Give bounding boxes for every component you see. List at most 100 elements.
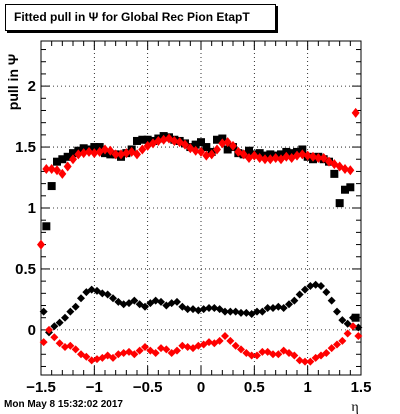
data-point-circle bbox=[39, 338, 48, 347]
data-point-square bbox=[213, 135, 221, 144]
data-point-diamond bbox=[261, 154, 269, 165]
data-point-circle bbox=[162, 345, 171, 354]
data-point-diamond bbox=[133, 149, 141, 160]
data-point-circle bbox=[253, 351, 261, 360]
data-point-circle bbox=[141, 342, 149, 351]
data-point-circle bbox=[290, 351, 299, 360]
x-tick-label: 0 bbox=[197, 379, 205, 396]
data-point-circle bbox=[130, 296, 139, 305]
data-point-diamond bbox=[69, 154, 77, 165]
data-point-diamond bbox=[159, 134, 168, 145]
data-point-diamond bbox=[250, 150, 259, 161]
data-point-diamond bbox=[90, 148, 99, 159]
data-point-circle bbox=[71, 345, 80, 354]
data-point-circle bbox=[109, 353, 117, 362]
data-point-diamond bbox=[122, 148, 131, 159]
y-axis-label: pull in Ψ bbox=[5, 54, 21, 110]
data-point-square bbox=[341, 185, 349, 194]
data-point-circle bbox=[237, 308, 245, 317]
data-point-circle bbox=[290, 296, 299, 305]
data-point-circle bbox=[306, 282, 315, 291]
data-point-circle bbox=[39, 307, 48, 316]
data-point-square bbox=[202, 143, 211, 152]
data-point-circle bbox=[82, 352, 91, 361]
data-point-circle bbox=[247, 351, 256, 360]
data-point-diamond bbox=[271, 153, 280, 164]
data-point-circle bbox=[119, 300, 128, 309]
data-point-circle bbox=[269, 303, 277, 312]
data-point-circle bbox=[226, 307, 235, 316]
data-point-circle bbox=[221, 331, 229, 340]
data-point-circle bbox=[50, 333, 59, 342]
data-point-diamond bbox=[282, 151, 291, 162]
data-point-square bbox=[69, 149, 77, 158]
data-point-circle bbox=[269, 350, 277, 359]
data-point-circle bbox=[87, 356, 96, 365]
data-point-circle bbox=[285, 300, 293, 309]
data-point-diamond bbox=[63, 161, 72, 172]
data-point-diamond bbox=[117, 149, 125, 160]
data-point-circle bbox=[55, 318, 64, 327]
data-point-circle bbox=[199, 305, 208, 314]
data-point-circle bbox=[93, 355, 101, 364]
data-point-circle bbox=[317, 282, 325, 291]
data-point-circle bbox=[253, 307, 261, 316]
data-point-square bbox=[90, 143, 99, 152]
data-point-circle bbox=[231, 341, 240, 350]
data-point-diamond bbox=[266, 154, 275, 165]
data-point-circle bbox=[258, 347, 267, 356]
data-point-diamond bbox=[341, 163, 349, 174]
data-point-diamond bbox=[218, 138, 227, 149]
x-tick-label: −0.5 bbox=[133, 379, 163, 396]
data-point-square bbox=[223, 145, 232, 154]
data-point-circle bbox=[66, 307, 75, 316]
data-point-square bbox=[346, 183, 355, 192]
data-point-diamond bbox=[202, 150, 211, 161]
data-point-circle bbox=[333, 340, 341, 349]
data-point-circle bbox=[119, 349, 128, 358]
timestamp: Mon May 8 15:32:02 2017 bbox=[4, 399, 123, 410]
data-point-square bbox=[138, 135, 147, 144]
data-point-circle bbox=[135, 346, 144, 355]
data-point-circle bbox=[215, 336, 224, 345]
data-point-diamond bbox=[197, 146, 205, 157]
x-axis-label: η bbox=[351, 400, 358, 414]
y-tick-label: 0 bbox=[28, 322, 36, 339]
data-point-circle bbox=[295, 290, 304, 299]
x-tick-label: −1 bbox=[86, 379, 103, 396]
data-point-diamond bbox=[106, 145, 115, 156]
data-point-diamond bbox=[42, 163, 51, 174]
y-tick-label: 1.5 bbox=[15, 139, 36, 156]
data-point-circle bbox=[178, 341, 187, 350]
data-point-diamond bbox=[346, 165, 355, 176]
chart-title: Fitted pull in Ψ for Global Rec Pion Eta… bbox=[5, 4, 276, 31]
data-point-diamond bbox=[101, 144, 109, 155]
data-point-circle bbox=[194, 341, 203, 350]
data-point-diamond bbox=[207, 149, 216, 160]
data-point-circle bbox=[194, 306, 203, 315]
data-point-diamond bbox=[255, 153, 264, 164]
data-point-circle bbox=[263, 303, 272, 312]
data-point-circle bbox=[66, 341, 75, 350]
data-point-circle bbox=[258, 307, 267, 316]
data-point-circle bbox=[338, 336, 347, 345]
data-point-circle bbox=[343, 329, 352, 338]
data-point-diamond bbox=[319, 153, 328, 164]
data-point-circle bbox=[338, 316, 347, 325]
data-point-circle bbox=[301, 285, 309, 294]
data-point-circle bbox=[183, 342, 192, 351]
data-point-diamond bbox=[74, 149, 83, 160]
data-point-circle bbox=[173, 346, 181, 355]
data-point-circle bbox=[151, 349, 160, 358]
data-point-circle bbox=[279, 303, 288, 312]
data-point-diamond bbox=[303, 150, 312, 161]
data-point-circle bbox=[295, 356, 304, 365]
x-tick-label: 1.5 bbox=[351, 379, 372, 396]
data-point-circle bbox=[322, 288, 331, 297]
data-point-square bbox=[330, 169, 339, 178]
data-point-circle bbox=[151, 296, 160, 305]
data-point-circle bbox=[301, 357, 309, 366]
data-point-circle bbox=[157, 297, 165, 306]
data-point-diamond bbox=[213, 144, 221, 155]
data-point-circle bbox=[354, 331, 363, 340]
